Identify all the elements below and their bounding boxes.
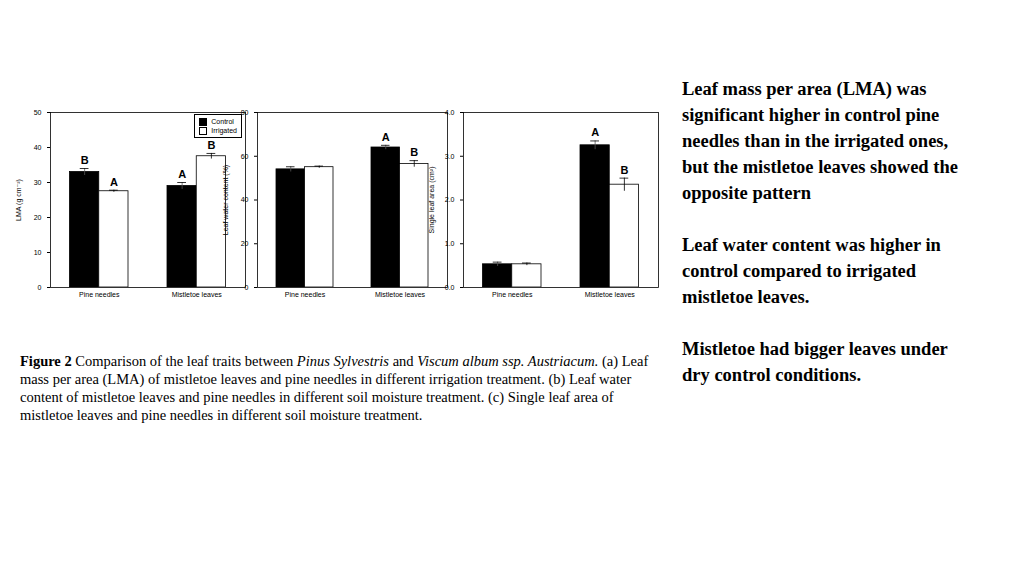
svg-text:Mistletoe leaves: Mistletoe leaves (172, 291, 223, 298)
html-text:Figure 2 Comparison of the lea: Figure 2 Comparison of the leaf traits b… (20, 353, 649, 423)
svg-text:4.0: 4.0 (445, 109, 455, 116)
svg-text:2.0: 2.0 (445, 196, 455, 203)
svg-text:B: B (207, 139, 215, 151)
svg-text:20: 20 (241, 240, 249, 247)
svg-text:1.0: 1.0 (445, 240, 455, 247)
svg-text:30: 30 (34, 179, 42, 186)
svg-text:B: B (81, 154, 89, 166)
html-text:Control: Control (211, 118, 234, 125)
svg-text:0: 0 (38, 284, 42, 291)
svg-text:Pine needles: Pine needles (79, 291, 120, 298)
svg-text:20: 20 (34, 214, 42, 221)
svg-text:40: 40 (34, 144, 42, 151)
svg-text:0: 0 (245, 284, 249, 291)
svg-text:Pine needles: Pine needles (492, 291, 533, 298)
svg-text:B: B (620, 164, 628, 176)
svg-text:50: 50 (34, 109, 42, 116)
svg-text:A: A (178, 168, 186, 180)
svg-text:Leaf water content (%): Leaf water content (%) (222, 165, 230, 235)
svg-text:60: 60 (241, 152, 249, 159)
html-text:Irrigated: Irrigated (211, 127, 237, 135)
svg-text:A: A (110, 176, 118, 188)
svg-text:Single leaf area (cm²): Single leaf area (cm²) (428, 167, 436, 234)
svg-text:Mistletoe leaves: Mistletoe leaves (585, 291, 636, 298)
html-text:Leaf water content was higher: Leaf water content was higher in control… (682, 235, 941, 307)
svg-text:A: A (591, 126, 599, 138)
svg-text:3.0: 3.0 (445, 152, 455, 159)
svg-text:10: 10 (34, 249, 42, 256)
svg-text:80: 80 (241, 109, 249, 116)
svg-text:Mistletoe leaves: Mistletoe leaves (375, 291, 426, 298)
svg-text:B: B (410, 146, 418, 158)
svg-text:A: A (382, 131, 390, 143)
html-text:Leaf mass per area (LMA) was s: Leaf mass per area (LMA) was significant… (682, 79, 958, 203)
svg-text:40: 40 (241, 196, 249, 203)
svg-text:0.0: 0.0 (445, 284, 455, 291)
svg-text:LMA (g cm⁻²): LMA (g cm⁻²) (15, 179, 23, 221)
html-text:Mistletoe had bigger leaves un: Mistletoe had bigger leaves under dry co… (682, 339, 948, 385)
svg-text:Pine needles: Pine needles (285, 291, 326, 298)
